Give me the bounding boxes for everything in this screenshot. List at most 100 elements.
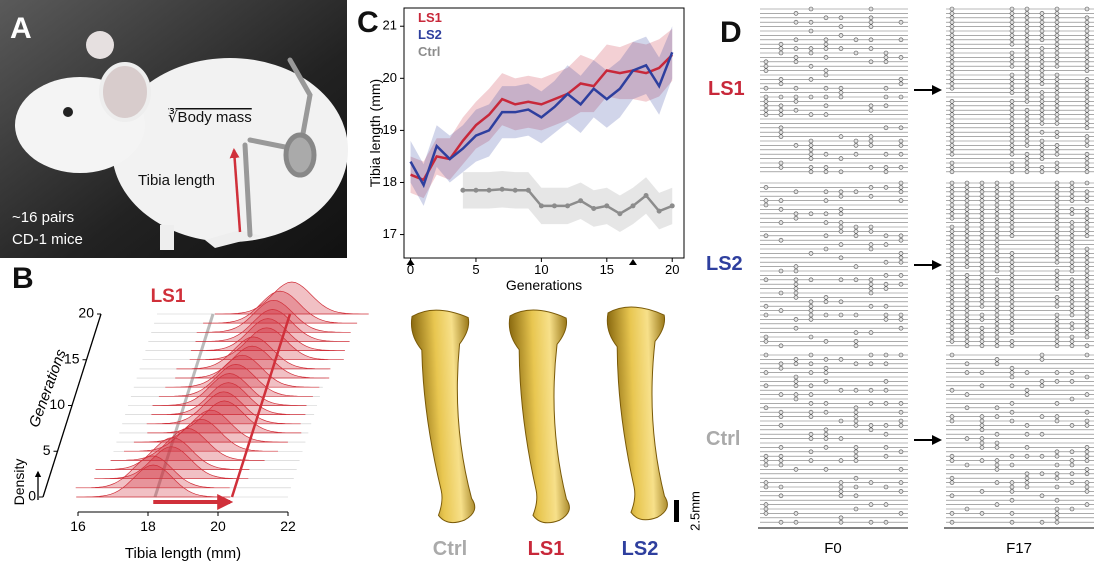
bone-label: LS1: [528, 538, 565, 560]
allele-dot: [950, 190, 954, 194]
allele-dot: [965, 304, 969, 308]
allele-dot: [1085, 331, 1089, 335]
x-tick-label: 22: [280, 518, 296, 534]
allele-dot: [869, 16, 873, 20]
allele-dot: [809, 148, 813, 152]
allele-dot: [854, 494, 858, 498]
allele-dot: [809, 95, 813, 99]
allele-dot: [950, 55, 954, 59]
allele-dot: [1085, 445, 1089, 449]
allele-dot: [965, 225, 969, 229]
allele-dot: [899, 190, 903, 194]
allele-dot: [794, 108, 798, 112]
allele-dot: [995, 362, 999, 366]
allele-dot: [794, 38, 798, 42]
allele-dot: [1040, 64, 1044, 68]
allele-dot: [1010, 121, 1014, 125]
allele-dot: [950, 194, 954, 198]
allele-dot: [1070, 344, 1074, 348]
allele-dot: [809, 335, 813, 339]
allele-dot: [950, 309, 954, 313]
allele-dot: [809, 139, 813, 143]
allele-dot: [1040, 170, 1044, 174]
allele-dot: [950, 113, 954, 117]
y-tick-label: 20: [78, 305, 94, 321]
allele-dot: [1055, 99, 1059, 103]
allele-dot: [839, 190, 843, 194]
allele-dot: [980, 194, 984, 198]
allele-dot: [1070, 251, 1074, 255]
allele-dot: [809, 165, 813, 169]
allele-dot: [950, 86, 954, 90]
allele-dot: [1070, 335, 1074, 339]
point: [487, 188, 492, 193]
allele-dot: [1070, 181, 1074, 185]
allele-dot: [854, 406, 858, 410]
allele-dot: [1010, 291, 1014, 295]
allele-dot: [824, 366, 828, 370]
allele-dot: [1010, 287, 1014, 291]
allele-dot: [950, 273, 954, 277]
allele-dot: [1085, 229, 1089, 233]
allele-dot: [1025, 454, 1029, 458]
allele-dot: [854, 476, 858, 480]
allele-dot: [1010, 190, 1014, 194]
body-mass-label: ∛Body mass: [168, 108, 252, 126]
allele-dot: [980, 331, 984, 335]
allele-dot: [1010, 278, 1014, 282]
panel-label: C: [357, 6, 379, 39]
allele-dot: [1085, 225, 1089, 229]
allele-dot: [1055, 165, 1059, 169]
point: [526, 188, 531, 193]
allele-dot: [854, 415, 858, 419]
allele-dot: [1085, 291, 1089, 295]
allele-dot: [950, 152, 954, 156]
bone-label: Ctrl: [433, 538, 467, 560]
y-tick-label: 0: [28, 488, 36, 504]
y-tick-label: 18: [383, 174, 397, 189]
allele-dot: [1085, 344, 1089, 348]
allele-dot: [1055, 130, 1059, 134]
allele-dot: [1010, 135, 1014, 139]
allele-dot: [1040, 379, 1044, 383]
allele-dot: [1085, 25, 1089, 29]
point: [539, 203, 544, 208]
allele-dot: [1010, 269, 1014, 273]
allele-dot: [1055, 331, 1059, 335]
allele-dot: [794, 326, 798, 330]
allele-dot: [995, 234, 999, 238]
allele-dot: [1055, 199, 1059, 203]
point: [604, 203, 609, 208]
allele-dot: [869, 185, 873, 189]
allele-dot: [824, 467, 828, 471]
allele-dot: [1055, 287, 1059, 291]
allele-dot: [824, 199, 828, 203]
allele-dot: [1010, 55, 1014, 59]
allele-dot: [1055, 317, 1059, 321]
allele-dot: [809, 113, 813, 117]
allele-dot: [899, 55, 903, 59]
allele-dot: [980, 335, 984, 339]
allele-dot: [1055, 55, 1059, 59]
allele-dot: [980, 437, 984, 441]
allele-dot: [1085, 459, 1089, 463]
allele-dot: [1010, 77, 1014, 81]
allele-dot: [1070, 459, 1074, 463]
allele-dot: [764, 234, 768, 238]
point: [644, 193, 649, 198]
allele-dot: [1055, 33, 1059, 37]
allele-dot: [839, 481, 843, 485]
allele-dot: [965, 181, 969, 185]
allele-dot: [1055, 476, 1059, 480]
allele-dot: [884, 287, 888, 291]
allele-dot: [899, 251, 903, 255]
allele-dot: [854, 445, 858, 449]
allele-dot: [809, 152, 813, 156]
group-label: LS2: [706, 253, 743, 275]
allele-dot: [1055, 371, 1059, 375]
allele-dot: [1085, 353, 1089, 357]
allele-dot: [899, 410, 903, 414]
allele-dot: [794, 55, 798, 59]
allele-dot: [824, 247, 828, 251]
allele-dot: [950, 121, 954, 125]
